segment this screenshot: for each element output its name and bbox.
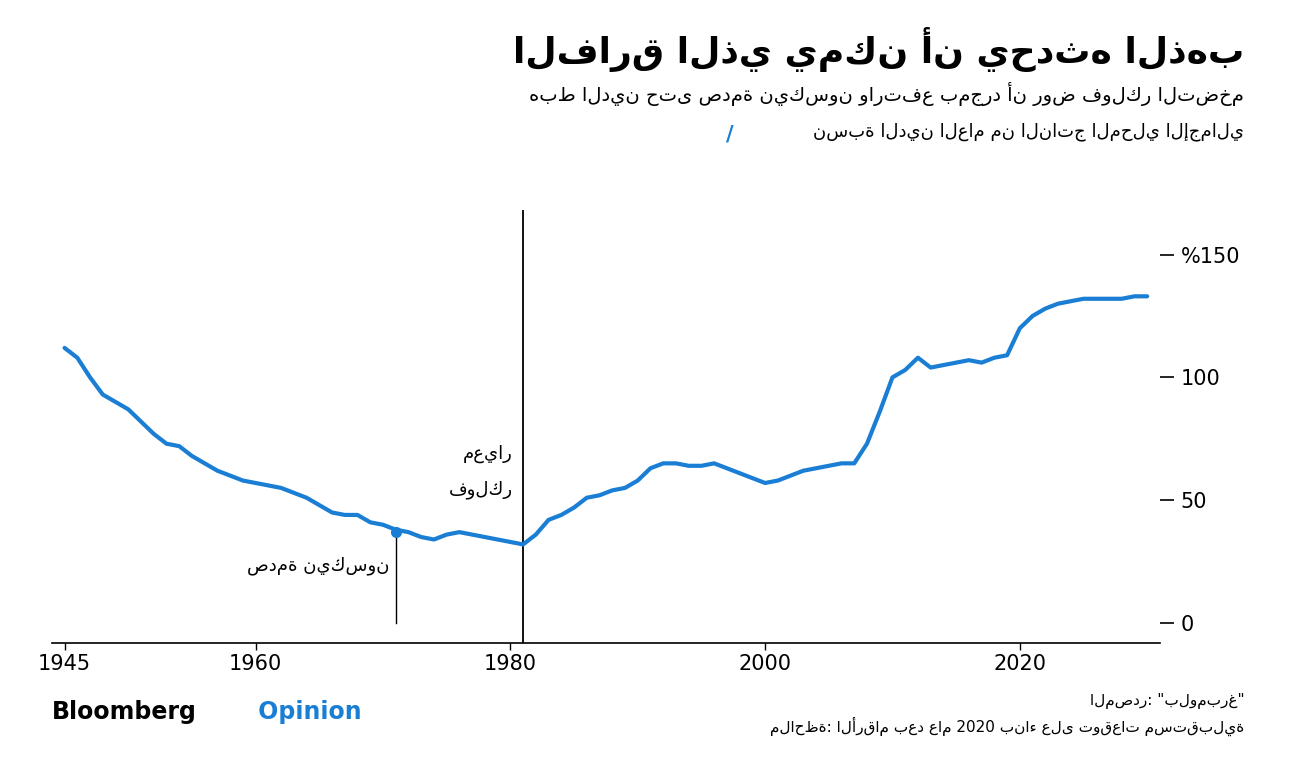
Text: فولكر: فولكر bbox=[448, 481, 513, 499]
Text: Bloomberg: Bloomberg bbox=[52, 700, 197, 724]
Text: معيار: معيار bbox=[463, 445, 513, 464]
Text: الفارق الذي يمكن أن يحدثه الذهب: الفارق الذي يمكن أن يحدثه الذهب bbox=[513, 27, 1244, 72]
Text: Opinion: Opinion bbox=[250, 700, 362, 724]
Text: ملاحظة: الأرقام بعد عام 2020 بناء على توقعات مستقبلية: ملاحظة: الأرقام بعد عام 2020 بناء على تو… bbox=[770, 717, 1244, 736]
Text: /: / bbox=[726, 125, 734, 145]
Text: نسبة الدين العام من الناتج المحلي الإجمالي: نسبة الدين العام من الناتج المحلي الإجما… bbox=[813, 122, 1244, 141]
Text: المصدر: "بلومبرغ": المصدر: "بلومبرغ" bbox=[1090, 693, 1244, 709]
Text: صدمة نيكسون: صدمة نيكسون bbox=[246, 557, 389, 575]
Text: هبط الدين حتى صدمة نيكسون وارتفع بمجرد أن روض فولكر التضخم: هبط الدين حتى صدمة نيكسون وارتفع بمجرد أ… bbox=[529, 82, 1244, 106]
